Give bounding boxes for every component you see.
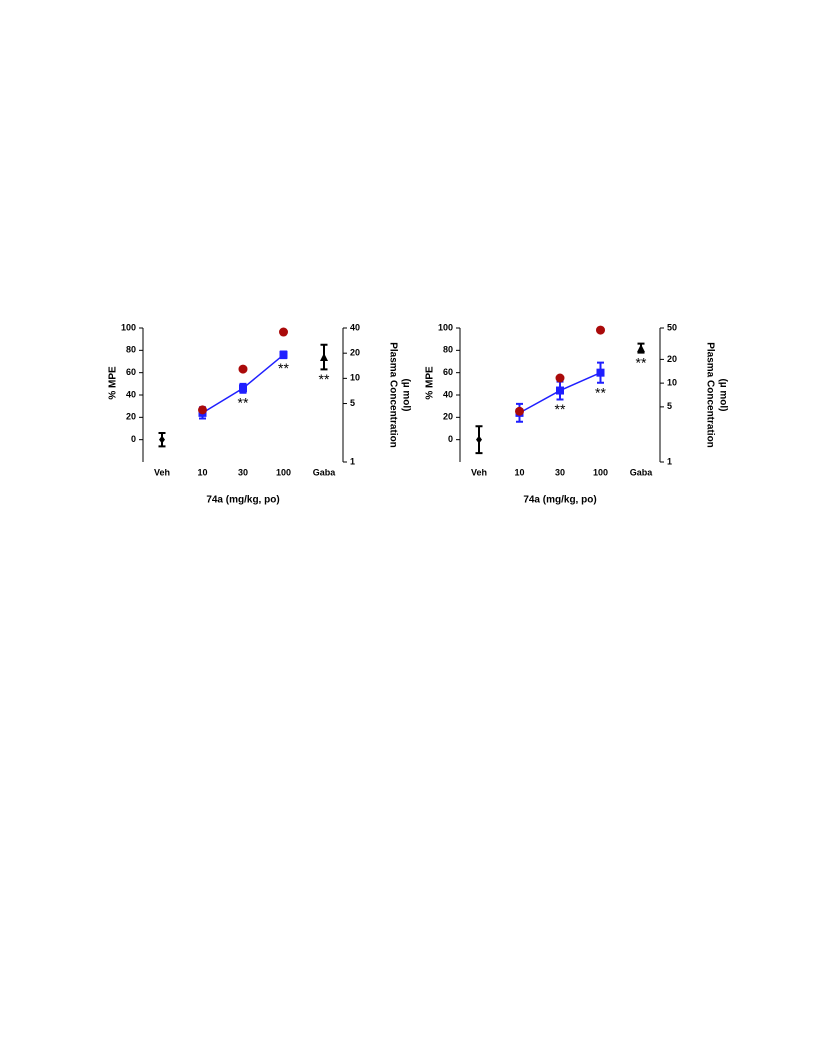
y2-tick-label: 5: [667, 401, 672, 411]
point: [596, 368, 605, 377]
y2-axis-label: Plasma Concentration: [387, 342, 398, 448]
significance: **: [636, 354, 647, 370]
y-tick-label: 80: [443, 345, 453, 355]
point: [556, 386, 564, 395]
chart: 0 20 40 60 80 100 1 5 10 20 50 Veh 10 30 100 Gaba 74a (m…: [425, 322, 729, 505]
y2-axis-label: (µ mol): [400, 379, 411, 412]
x-tick-label: 10: [197, 467, 207, 477]
point: [320, 353, 328, 362]
y-axis-label: % MPE: [108, 366, 119, 400]
x-tick-label: Gaba: [630, 467, 654, 477]
point: [159, 435, 165, 444]
x-tick-label: 100: [276, 467, 291, 477]
point: [515, 406, 524, 416]
point: [637, 344, 645, 353]
point: [476, 435, 482, 444]
y-tick-label: 80: [126, 345, 136, 355]
y2-tick-label: 20: [350, 348, 360, 358]
point: [279, 350, 288, 359]
point: [555, 373, 565, 383]
point: [198, 405, 207, 415]
y2-tick-label: 20: [667, 354, 677, 364]
significance: **: [238, 394, 249, 410]
y-tick-label: 60: [126, 367, 136, 377]
point: [596, 325, 605, 335]
significance: **: [555, 401, 566, 417]
x-tick-label: 30: [555, 467, 565, 477]
y2-axis-label: Plasma Concentration: [704, 342, 715, 448]
y2-axis-label: (µ mol): [717, 379, 728, 412]
y-tick-label: 40: [443, 389, 453, 399]
x-tick-label: 30: [238, 467, 248, 477]
x-tick-label: 10: [514, 467, 524, 477]
significance: **: [278, 360, 289, 376]
chart: 0 20 40 60 80 100 1 5 10 20 40 Veh 10 30 100 Gaba 74a (m…: [108, 322, 412, 505]
y-tick-label: 0: [131, 434, 136, 444]
y-tick-label: 20: [443, 412, 453, 422]
y2-tick-label: 1: [350, 456, 355, 466]
x-tick-label: 100: [593, 467, 608, 477]
y-tick-label: 100: [438, 322, 453, 332]
y2-tick-label: 10: [350, 373, 360, 383]
x-axis-label: 74a (mg/kg, po): [523, 495, 596, 506]
y2-tick-label: 5: [350, 398, 355, 408]
point: [239, 384, 247, 393]
x-tick-label: Veh: [471, 467, 487, 477]
point: [238, 364, 248, 374]
y-tick-label: 20: [126, 412, 136, 422]
y-tick-label: 0: [448, 434, 453, 444]
point: [279, 327, 288, 337]
x-axis-label: 74a (mg/kg, po): [206, 495, 279, 506]
significance: **: [595, 384, 606, 400]
y-tick-label: 100: [121, 322, 136, 332]
y-tick-label: 40: [126, 389, 136, 399]
x-tick-label: Veh: [154, 467, 170, 477]
y2-tick-label: 1: [667, 456, 672, 466]
x-tick-label: Gaba: [313, 467, 337, 477]
y2-tick-label: 50: [667, 322, 677, 332]
y2-tick-label: 40: [350, 322, 360, 332]
y2-tick-label: 10: [667, 378, 677, 388]
y-axis-label: % MPE: [425, 366, 436, 400]
y-tick-label: 60: [443, 367, 453, 377]
significance: **: [319, 371, 330, 387]
